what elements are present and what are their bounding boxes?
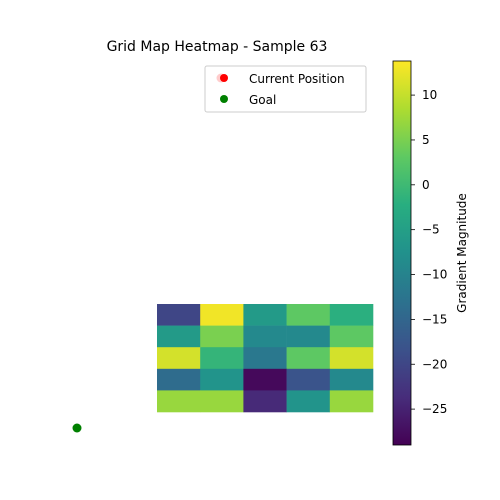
legend-label-goal: Goal [249, 93, 276, 107]
heatmap-cell-r1-c2 [243, 325, 287, 348]
heatmap-cell-r2-c2 [243, 347, 287, 370]
colorbar [392, 60, 412, 446]
heatmap-cell-r4-c1 [200, 390, 244, 413]
heatmap-cell-r4-c0 [157, 390, 201, 413]
heatmap-cell-r2-c4 [329, 347, 374, 370]
heatmap-cell-r3-c4 [329, 368, 374, 391]
heatmap-cell-r0-c4 [329, 304, 374, 326]
heatmap-cell-r4-c3 [286, 390, 331, 413]
heatmap-cell-r3-c0 [157, 368, 201, 391]
colorbar-tick-label: −15 [422, 312, 447, 326]
heatmap-cell-r3-c1 [200, 368, 244, 391]
colorbar-tick-label: 5 [422, 133, 430, 147]
marker-goal [72, 423, 82, 433]
colorbar-tick-label: −20 [422, 357, 447, 371]
colorbar-tick-label: −10 [422, 268, 447, 282]
heatmap-cell-r1-c0 [157, 325, 201, 348]
heatmap-cell-r2-c1 [200, 347, 244, 370]
heatmap-cell-r4-c4 [329, 390, 374, 413]
chart-title: Grid Map Heatmap - Sample 63 [107, 39, 328, 55]
colorbar-label: Gradient Magnitude [455, 193, 469, 313]
legend-label-current-position: Current Position [249, 72, 345, 86]
legend: Current Position Goal [204, 65, 367, 113]
heatmap-cell-r2-c3 [286, 347, 331, 370]
heatmap-cell-r0-c3 [286, 304, 331, 326]
heatmap-cell-r0-c1 [200, 304, 244, 326]
heatmap-cell-r4-c2 [243, 390, 287, 413]
colorbar-ticks: 10 5 0 −5 −10 −15 −20 −25 [411, 88, 447, 416]
legend-box [204, 65, 367, 113]
legend-marker-current-position [220, 74, 228, 82]
legend-marker-goal [220, 95, 228, 103]
heatmap-cell-r3-c3 [286, 368, 331, 391]
heatmap-cell-r1-c4 [329, 325, 374, 348]
heatmap-cell-r1-c1 [200, 325, 244, 348]
colorbar-tick-label: 0 [422, 178, 430, 192]
heatmap-cell-r0-c0 [157, 304, 201, 326]
heatmap-cell-r1-c3 [286, 325, 331, 348]
colorbar-tick-label: −5 [422, 223, 440, 237]
colorbar-tick-label: −25 [422, 402, 447, 416]
heatmap-cell-r3-c2 [243, 368, 287, 391]
colorbar-tick-label: 10 [422, 88, 437, 102]
heatmap-grid [157, 304, 374, 413]
heatmap-cell-r0-c2 [243, 304, 287, 326]
heatmap-cell-r2-c0 [157, 347, 201, 370]
